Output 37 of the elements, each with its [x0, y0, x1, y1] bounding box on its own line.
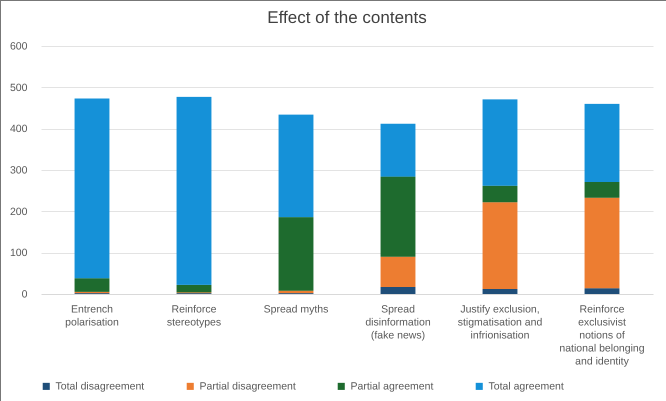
x-tick-label: Reinforce stereotypes [166, 304, 222, 328]
bar [380, 286, 416, 294]
bar [278, 217, 314, 291]
bar [380, 256, 416, 287]
y-tick-label: 200 [10, 206, 28, 218]
y-tick-label: 600 [10, 40, 28, 52]
bar [380, 176, 416, 257]
bar [584, 198, 620, 288]
x-tick-label: Reinforce exclusivist notions of national belonging and identity [559, 304, 645, 368]
legend-label: Partial disagreement [200, 380, 296, 392]
bar [278, 290, 314, 294]
y-tick-label: 400 [10, 123, 28, 136]
bar [584, 288, 620, 294]
legend-label: Total agreement [488, 380, 564, 392]
bar [482, 186, 518, 202]
bar [176, 96, 212, 285]
bar [584, 104, 620, 182]
x-tick-label: Spread myths [264, 304, 328, 316]
bar [176, 284, 212, 292]
bar [74, 98, 110, 278]
bar [380, 124, 416, 177]
x-tick-label: Spread disinformation (fake news) [365, 304, 431, 342]
bar [584, 182, 620, 198]
y-tick-label: 500 [10, 82, 28, 94]
bar [278, 114, 314, 218]
y-tick-label: 100 [10, 247, 28, 260]
x-tick-label: Entrench polarisation [65, 304, 120, 328]
x-tick-label: Justify exclusion, stigmatisation and infrionisation [458, 304, 542, 342]
legend-label: Partial agreement [350, 380, 434, 392]
bar [74, 278, 110, 292]
chart-title: Effect of the contents [267, 8, 427, 27]
bar [482, 289, 518, 294]
bar [482, 202, 518, 290]
legend-label: Total disagreement [56, 380, 144, 392]
y-tick-label: 300 [10, 164, 28, 176]
y-tick-label: 0 [22, 288, 28, 300]
bar [482, 99, 518, 186]
